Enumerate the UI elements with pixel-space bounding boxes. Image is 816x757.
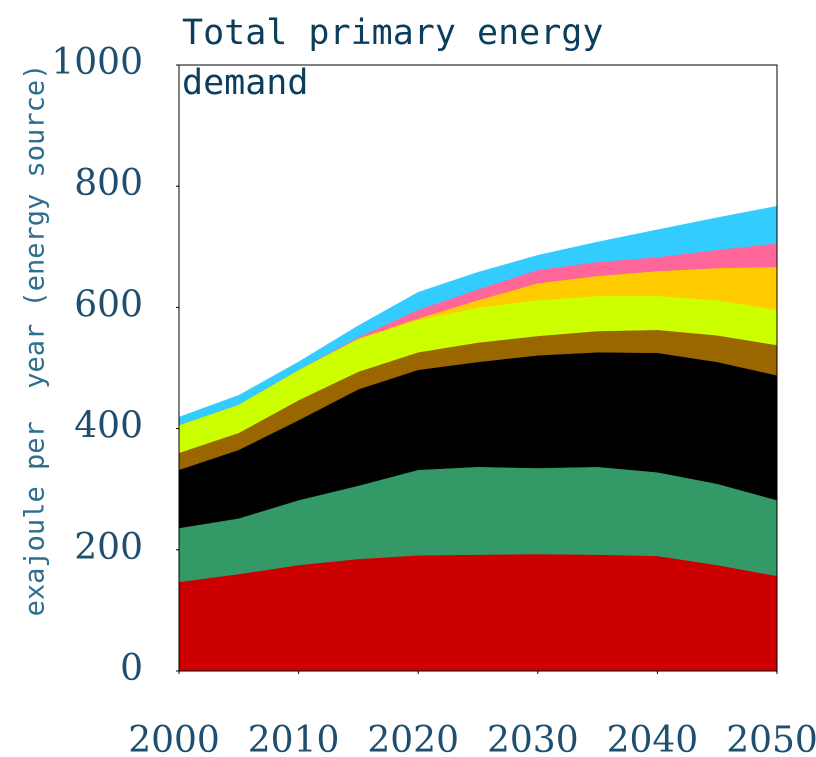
y-tick-label: 600 [74,284,143,325]
y-tick-label: 800 [74,163,143,204]
y-tick-label: 200 [74,527,143,568]
x-tick-label: 2040 [607,720,699,757]
chart-title: Total primary energy demand [182,13,604,103]
area [178,553,778,672]
y-tick-label: 1000 [51,42,143,83]
x-tick-label: 2020 [367,720,459,757]
y-tick-label: 0 [120,648,143,689]
y-axis-label: exajoule per year (energy source) [20,64,51,617]
x-tick-label: 2030 [487,720,579,757]
x-tick-label: 2010 [248,720,340,757]
x-tick-label: 2000 [128,720,220,757]
plot-frame [178,64,778,672]
x-tick-label: 2050 [726,720,816,757]
y-tick-label: 400 [74,406,143,447]
